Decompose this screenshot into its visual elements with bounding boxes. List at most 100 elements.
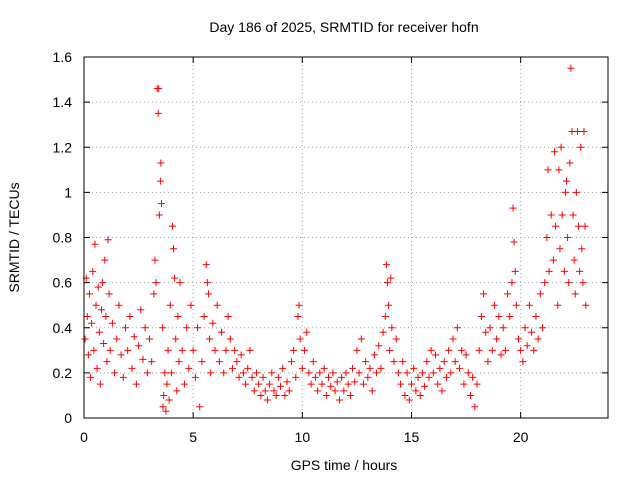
data-point xyxy=(159,324,167,332)
data-point xyxy=(272,391,280,399)
data-point xyxy=(285,387,293,395)
data-point xyxy=(484,358,492,366)
data-point xyxy=(351,378,359,386)
data-point xyxy=(329,369,337,377)
data-point xyxy=(331,387,339,395)
data-point xyxy=(567,64,575,72)
data-point xyxy=(333,378,341,386)
data-point xyxy=(301,346,309,354)
data-point xyxy=(359,380,367,388)
data-point xyxy=(124,346,132,354)
data-point xyxy=(580,127,588,135)
data-point xyxy=(579,279,587,287)
data-point xyxy=(196,403,204,411)
y-tick-labels: 0 0.2 0.4 0.6 0.8 1 1.2 1.4 1.6 xyxy=(53,49,73,426)
data-point xyxy=(401,391,409,399)
data-point xyxy=(316,369,324,377)
data-point xyxy=(198,358,206,366)
data-point xyxy=(482,328,490,336)
data-point xyxy=(194,324,202,332)
data-point xyxy=(294,312,302,320)
data-point xyxy=(298,364,306,372)
data-point xyxy=(287,358,295,366)
data-point xyxy=(283,378,291,386)
data-point xyxy=(292,373,300,381)
data-point xyxy=(344,380,352,388)
data-point xyxy=(206,335,214,343)
data-point xyxy=(158,200,166,208)
data-point xyxy=(338,373,346,381)
x-tick-labels: 0 5 10 15 20 xyxy=(80,429,529,445)
data-point xyxy=(335,396,343,404)
data-point xyxy=(155,211,163,219)
x-tick-label: 15 xyxy=(404,429,420,445)
data-point xyxy=(87,373,95,381)
data-point xyxy=(405,396,413,404)
data-point xyxy=(160,391,168,399)
data-point xyxy=(377,364,385,372)
data-point xyxy=(403,369,411,377)
data-point xyxy=(166,301,174,309)
data-point xyxy=(561,188,569,196)
data-point xyxy=(248,373,256,381)
data-point xyxy=(447,369,455,377)
data-point xyxy=(320,364,328,372)
data-point xyxy=(458,346,466,354)
data-point xyxy=(121,324,129,332)
data-point xyxy=(266,380,274,388)
data-point xyxy=(528,328,536,336)
data-point xyxy=(185,364,193,372)
data-point xyxy=(209,319,217,327)
data-point xyxy=(414,373,422,381)
data-point xyxy=(252,369,260,377)
data-point xyxy=(427,346,435,354)
data-point xyxy=(421,382,429,390)
data-point xyxy=(517,346,525,354)
data-point xyxy=(152,279,160,287)
data-point xyxy=(211,346,219,354)
data-point xyxy=(477,312,485,320)
data-point xyxy=(560,267,568,275)
data-point xyxy=(250,387,258,395)
data-point xyxy=(96,380,104,388)
data-point xyxy=(375,342,383,350)
data-point xyxy=(357,335,365,343)
data-point xyxy=(390,358,398,366)
data-point xyxy=(277,382,284,390)
data-point xyxy=(171,274,179,282)
data-point xyxy=(218,328,226,336)
data-point xyxy=(119,373,127,381)
data-point xyxy=(157,159,165,167)
data-point xyxy=(115,301,123,309)
data-point xyxy=(541,279,549,287)
data-point xyxy=(228,364,236,372)
data-point xyxy=(89,267,97,275)
data-point xyxy=(146,335,153,343)
data-point xyxy=(368,387,376,395)
data-point xyxy=(385,301,393,309)
data-point xyxy=(397,380,405,388)
data-point xyxy=(235,373,243,381)
data-point xyxy=(263,396,271,404)
y-tick-label: 1.2 xyxy=(53,139,73,155)
data-point xyxy=(143,369,151,377)
data-point xyxy=(346,391,354,399)
data-point xyxy=(504,290,512,298)
data-point xyxy=(155,85,163,93)
data-point xyxy=(442,373,450,381)
data-point xyxy=(204,290,212,298)
data-point xyxy=(432,351,440,359)
data-point xyxy=(173,387,181,395)
data-point xyxy=(379,328,387,336)
data-point xyxy=(525,301,533,309)
data-point xyxy=(412,387,420,395)
data-point xyxy=(565,279,573,287)
data-point xyxy=(456,364,464,372)
data-point xyxy=(451,358,459,366)
data-point xyxy=(327,382,335,390)
data-points xyxy=(81,64,590,415)
data-point xyxy=(244,364,252,372)
data-point xyxy=(150,290,158,298)
data-point xyxy=(353,346,361,354)
